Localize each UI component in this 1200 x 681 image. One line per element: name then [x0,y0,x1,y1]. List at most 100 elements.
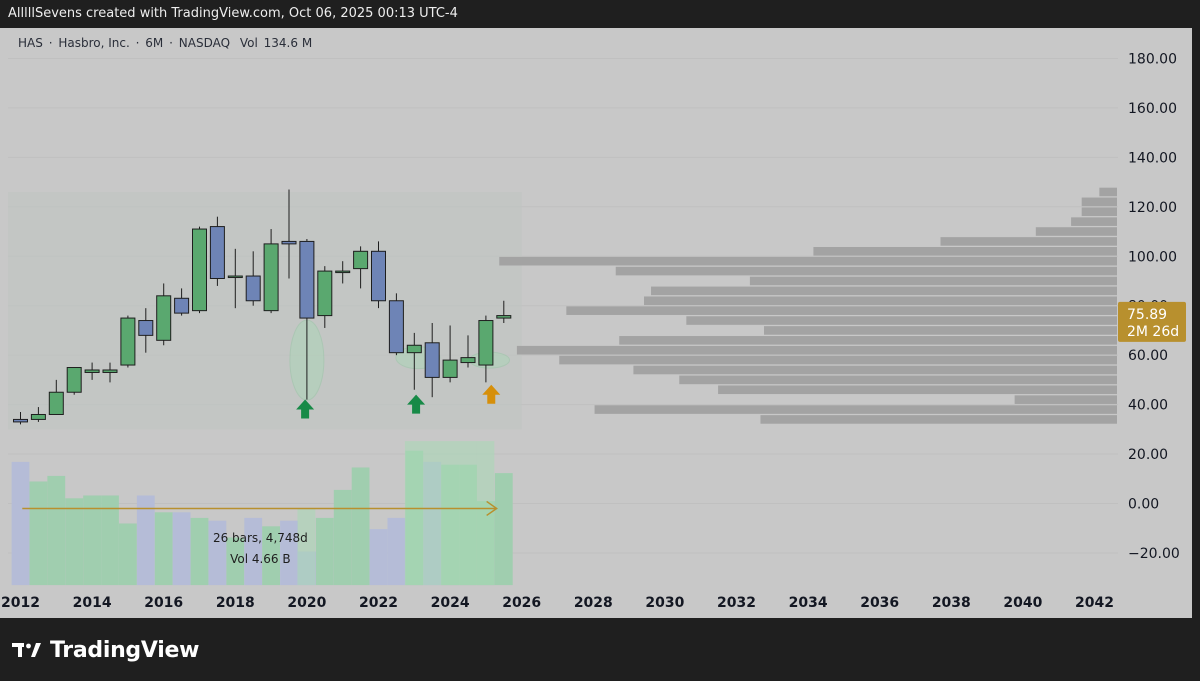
volume-profile-bar [516,345,1117,355]
candle-body-up [263,243,279,312]
orange-up-arrow-icon [482,384,501,404]
candle-body-up [496,315,512,319]
legend-company-name: Hasbro, Inc. [58,36,130,50]
price-tick-label: 0.00 [1128,497,1159,513]
symbol-legend: HAS · Hasbro, Inc. · 6M · NASDAQ Vol 134… [18,36,314,50]
candle-body-up [192,228,207,312]
last-price-tag [1118,301,1186,342]
time-tick-label: 2012 [1,595,40,611]
candle-body-up [317,270,333,317]
price-tick-label: 100.00 [1128,249,1177,265]
measure-label-volume: Vol 4.66 B [230,552,291,566]
candle [371,241,386,309]
candle [245,251,261,306]
candle [120,315,136,368]
volume-bar [280,520,298,586]
candle-body-up [48,391,64,415]
time-tick-label: 2034 [789,595,828,611]
volume-profile-bar [615,266,1117,276]
time-tick-label: 2036 [860,595,899,611]
volume-highlight-box [297,508,316,586]
candle [102,362,118,383]
tradingview-logo-icon [12,642,41,657]
volume-bar [47,475,66,586]
volume-profile-bar [559,355,1117,365]
candle-body-up [353,250,369,270]
left-strip [0,28,8,583]
legend-separator: · [135,36,140,50]
last-price-value: 75.89 [1127,307,1167,323]
legend-exchange: NASDAQ [178,36,231,50]
volume-bar [315,517,334,586]
candle-body-up [156,295,172,341]
candle [335,261,351,284]
volume-profile-bar [499,256,1117,266]
measure-arrowhead-icon [486,500,498,517]
candle [317,266,333,328]
volume-bar [101,495,119,586]
right-strip [1192,28,1200,618]
candle [174,288,190,316]
volume-bar [11,461,30,586]
legend-volume-value: 134.6 M [263,36,313,50]
price-tick-label: 180.00 [1128,51,1177,67]
volume-profile-bar [679,375,1117,385]
volume-profile-bar [619,336,1117,345]
volume-profile-bar [749,276,1117,286]
volume-bar [83,495,101,586]
volume-bar [154,512,173,586]
volume-profile-bar [651,286,1117,296]
tradingview-logo[interactable]: TradingView [12,638,199,663]
time-tick-label: 2024 [431,595,470,611]
volume-highlight-box [404,441,477,586]
candle-body-down [371,250,386,302]
candle-body-down [388,300,404,354]
candle-body-down [245,275,261,302]
volume-profile-bar [764,326,1117,335]
time-tick-label: 2022 [359,595,398,611]
candle-body-down [299,240,315,319]
time-tick-label: 2042 [1075,595,1114,611]
volume-bar [244,517,263,586]
volume-profile-bar [813,247,1117,256]
candle-body-up [406,344,422,354]
price-tick-label: 140.00 [1128,150,1177,166]
candle-body-down [174,297,190,314]
time-tick-label: 2040 [1003,595,1042,611]
volume-profile-bar [1081,197,1117,207]
candle [138,308,154,353]
volume-highlight-box [476,441,495,586]
time-axis[interactable] [0,583,1192,618]
volume-profile-bar [686,316,1117,325]
green-up-arrow-icon [296,399,315,419]
volume-profile-bar [633,365,1117,375]
candle [30,407,46,422]
footer [0,618,1200,681]
candle-body-down [13,418,28,423]
attribution-text: AlllllSevens created with TradingView.co… [8,6,458,21]
candle [209,216,225,286]
volume-bar [190,517,209,586]
time-tick-label: 2016 [144,595,183,611]
candle [388,293,404,356]
volume-profile-bar [566,306,1117,315]
volume-bar [262,526,280,586]
volume-profile-bar [1071,217,1117,226]
candle-body-down [209,226,225,280]
volume-profile-bar [1014,395,1117,404]
price-tick-label: 120.00 [1128,200,1177,216]
time-tick-label: 2018 [216,595,255,611]
legend-interval: 6M [145,36,164,50]
candle [353,246,369,289]
volume-bar [369,529,388,586]
candle-body-down [424,342,440,378]
candle-body-up [120,317,136,366]
price-tick-label: 160.00 [1128,101,1177,117]
candle [424,323,440,398]
legend-volume-label: Vol [239,36,258,50]
candle [84,362,100,380]
volume-bar [333,489,352,586]
legend-symbol[interactable]: HAS [18,36,43,50]
volume-profile-bar [1081,207,1117,217]
